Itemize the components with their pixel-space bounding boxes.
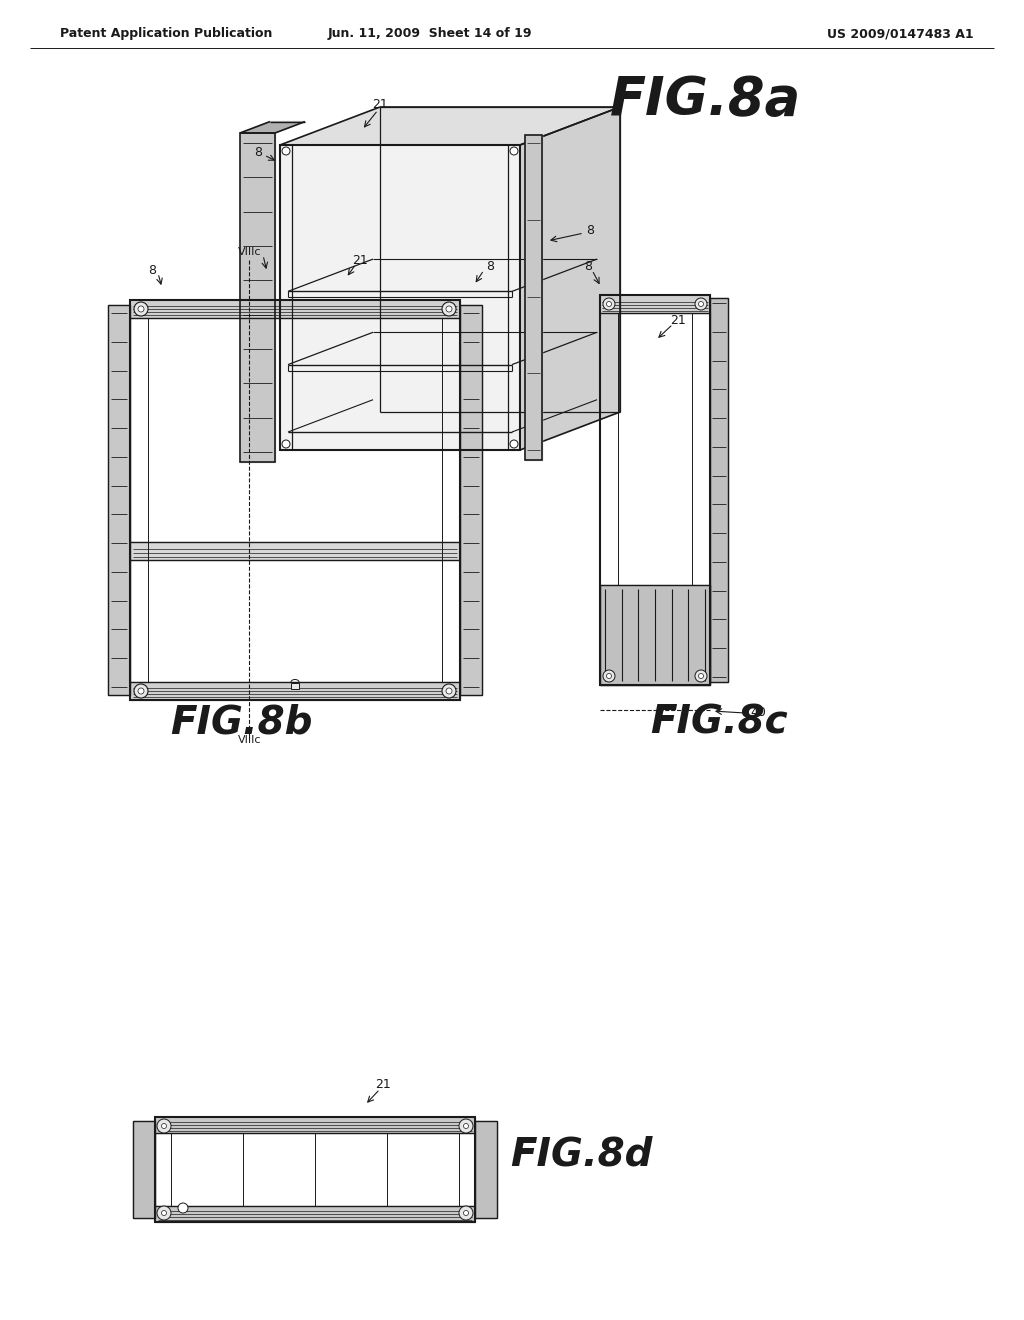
Polygon shape [130, 543, 460, 560]
Circle shape [138, 306, 144, 312]
Polygon shape [525, 135, 542, 459]
Circle shape [446, 688, 452, 694]
Circle shape [606, 673, 611, 678]
Circle shape [134, 302, 148, 315]
Bar [133, 1121, 155, 1218]
Polygon shape [280, 107, 620, 145]
Text: 21: 21 [375, 1078, 391, 1092]
Polygon shape [155, 1117, 475, 1133]
Text: US 2009/0147483 A1: US 2009/0147483 A1 [826, 28, 974, 41]
Bar [460, 305, 482, 696]
Bar [291, 682, 299, 689]
Text: 8: 8 [486, 260, 494, 273]
Text: 21: 21 [352, 253, 368, 267]
Circle shape [157, 1206, 171, 1220]
Bar [148, 318, 442, 682]
Text: VIIIc: VIIIc [239, 247, 262, 257]
Polygon shape [710, 298, 728, 682]
Text: Patent Application Publication: Patent Application Publication [60, 28, 272, 41]
Circle shape [157, 1119, 171, 1133]
Polygon shape [108, 305, 130, 696]
Circle shape [162, 1210, 167, 1216]
Polygon shape [240, 133, 275, 462]
Circle shape [510, 147, 518, 154]
Bar [240, 133, 275, 462]
Circle shape [442, 302, 456, 315]
Circle shape [698, 673, 703, 678]
Bar [600, 585, 710, 685]
Circle shape [695, 298, 707, 310]
Bar [525, 135, 542, 459]
Circle shape [178, 1203, 188, 1213]
Circle shape [464, 1210, 469, 1216]
Polygon shape [600, 294, 710, 313]
Text: Jun. 11, 2009  Sheet 14 of 19: Jun. 11, 2009 Sheet 14 of 19 [328, 28, 532, 41]
Text: FIG.8a: FIG.8a [610, 74, 801, 125]
Bar [108, 305, 130, 696]
Polygon shape [155, 1206, 475, 1222]
Polygon shape [460, 305, 482, 696]
Polygon shape [240, 121, 305, 133]
Bar [280, 145, 520, 450]
Bar [155, 1117, 475, 1222]
Text: 8: 8 [148, 264, 156, 276]
Circle shape [459, 1119, 473, 1133]
Bar [618, 313, 692, 585]
Polygon shape [520, 107, 620, 450]
Circle shape [442, 684, 456, 698]
Circle shape [138, 688, 144, 694]
Polygon shape [600, 585, 710, 685]
Polygon shape [133, 1121, 155, 1218]
Text: VIIIc: VIIIc [239, 735, 262, 744]
Text: 8: 8 [586, 223, 594, 236]
Polygon shape [130, 300, 460, 318]
Text: FIG.8d: FIG.8d [510, 1137, 652, 1173]
Circle shape [603, 671, 615, 682]
Circle shape [134, 684, 148, 698]
Polygon shape [475, 1121, 497, 1218]
Bar [600, 294, 710, 685]
Text: 21: 21 [670, 314, 686, 326]
Circle shape [510, 440, 518, 447]
Text: 8: 8 [584, 260, 592, 273]
Circle shape [606, 301, 611, 306]
Text: 8: 8 [254, 145, 262, 158]
Circle shape [695, 671, 707, 682]
Circle shape [464, 1123, 469, 1129]
Circle shape [282, 440, 290, 447]
Bar [130, 300, 460, 700]
Bar [475, 1121, 497, 1218]
Text: 21: 21 [372, 99, 388, 111]
Circle shape [162, 1123, 167, 1129]
Circle shape [446, 306, 452, 312]
Circle shape [282, 147, 290, 154]
Bar [171, 1133, 459, 1206]
Text: FIG.8b: FIG.8b [170, 704, 312, 741]
Text: FIG.8c: FIG.8c [650, 704, 787, 741]
Circle shape [459, 1206, 473, 1220]
Text: 40: 40 [750, 705, 766, 718]
Circle shape [603, 298, 615, 310]
Circle shape [698, 301, 703, 306]
Polygon shape [280, 145, 520, 450]
Polygon shape [130, 682, 460, 700]
Bar [710, 298, 728, 682]
